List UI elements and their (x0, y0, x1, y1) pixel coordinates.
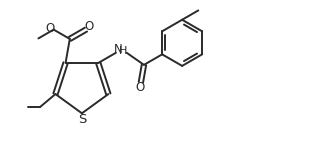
Text: O: O (46, 22, 55, 35)
Text: N: N (114, 43, 123, 56)
Text: O: O (136, 81, 145, 94)
Text: S: S (79, 113, 87, 126)
Text: H: H (119, 46, 127, 56)
Text: O: O (85, 20, 94, 33)
